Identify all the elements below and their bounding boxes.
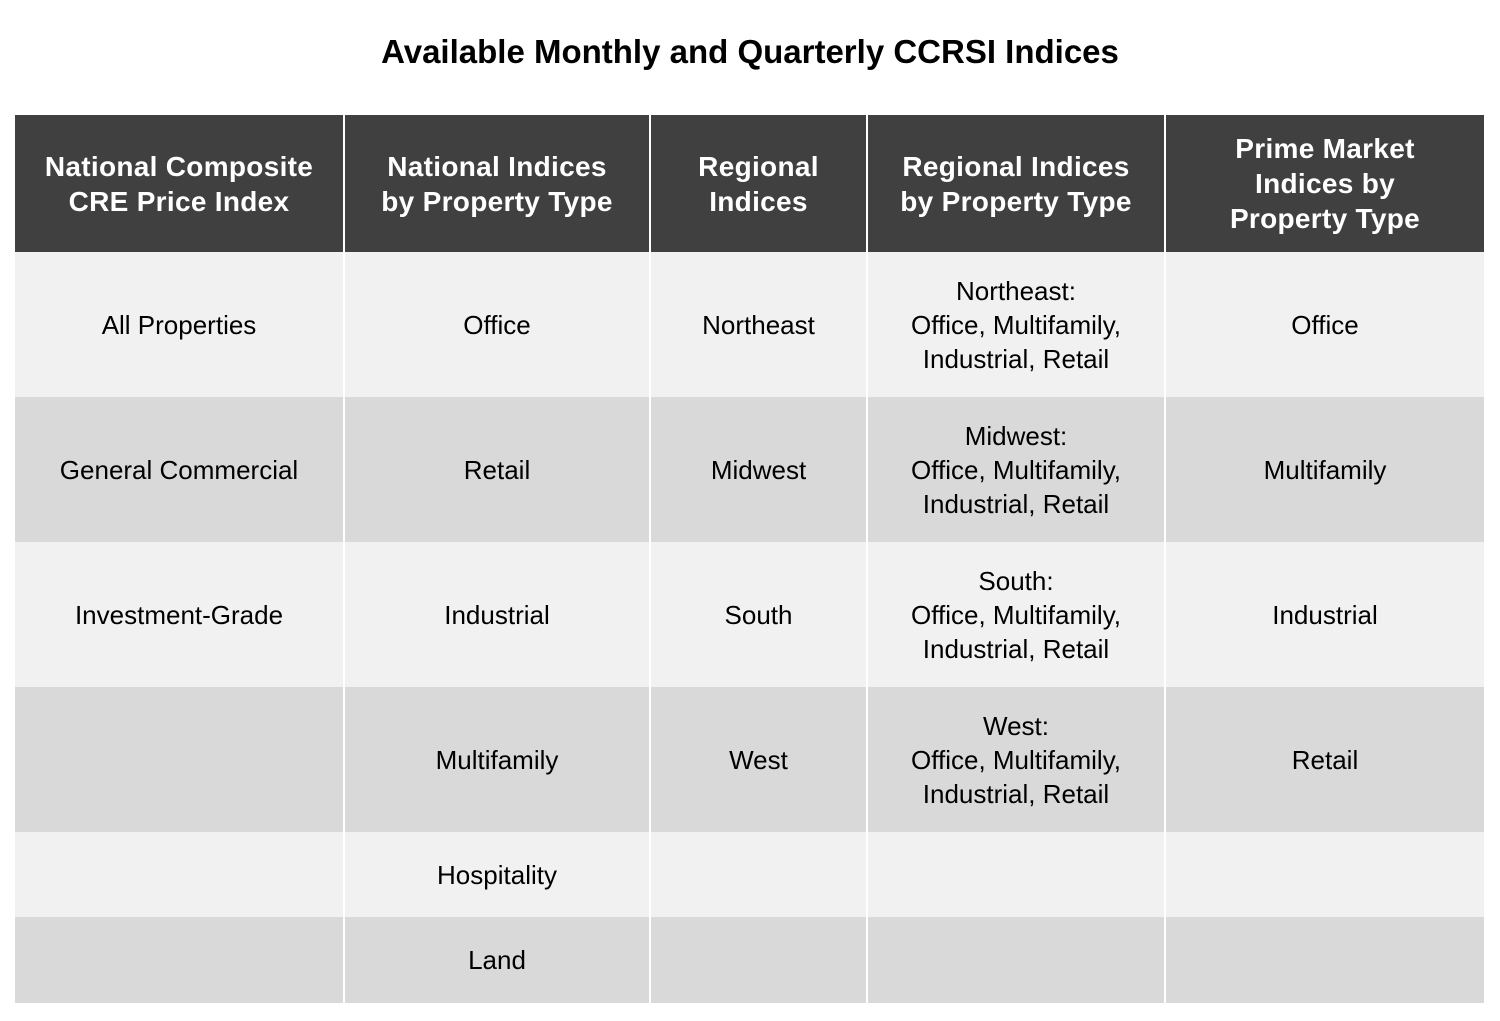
- table-cell: West: Office, Multifamily, Industrial, R…: [866, 687, 1165, 832]
- table-cell: Investment-Grade: [15, 542, 344, 687]
- table-cell: Retail: [1164, 687, 1484, 832]
- table-cell: Office: [1164, 252, 1484, 397]
- table-row: General Commercial Retail Midwest Midwes…: [15, 397, 1484, 542]
- table-row: All Properties Office Northeast Northeas…: [15, 252, 1484, 397]
- table-cell: [649, 832, 867, 917]
- table-cell: [1164, 832, 1484, 917]
- page-title: Available Monthly and Quarterly CCRSI In…: [381, 33, 1119, 70]
- table-cell: Multifamily: [1164, 397, 1484, 542]
- table-cell: [1164, 917, 1484, 1003]
- table-row: Multifamily West West: Office, Multifami…: [15, 687, 1484, 832]
- table-cell: Land: [343, 917, 650, 1003]
- table-row: Land: [15, 917, 1484, 1003]
- table-cell: Multifamily: [343, 687, 650, 832]
- table-cell: Midwest: Office, Multifamily, Industrial…: [866, 397, 1165, 542]
- table-cell: [866, 832, 1165, 917]
- header-regional-by-property-type: Regional Indices by Property Type: [866, 115, 1165, 252]
- table-cell: General Commercial: [15, 397, 344, 542]
- table-cell: [15, 832, 344, 917]
- table-cell: [15, 917, 344, 1003]
- table-cell: Industrial: [1164, 542, 1484, 687]
- table-cell: Retail: [343, 397, 650, 542]
- table-cell: Northeast: [649, 252, 867, 397]
- table-cell: Midwest: [649, 397, 867, 542]
- header-national-by-property-type: National Indices by Property Type: [343, 115, 650, 252]
- table-cell: [866, 917, 1165, 1003]
- table-cell: Office: [343, 252, 650, 397]
- table-row: Hospitality: [15, 832, 1484, 917]
- header-regional-indices: Regional Indices: [649, 115, 867, 252]
- header-national-composite: National Composite CRE Price Index: [15, 115, 344, 252]
- table-cell: [649, 917, 867, 1003]
- table-cell: Northeast: Office, Multifamily, Industri…: [866, 252, 1165, 397]
- table-cell: Hospitality: [343, 832, 650, 917]
- table-cell: South: [649, 542, 867, 687]
- indices-table: National Composite CRE Price Index Natio…: [15, 115, 1484, 1003]
- table-cell: West: [649, 687, 867, 832]
- table-cell: [15, 687, 344, 832]
- table-cell: All Properties: [15, 252, 344, 397]
- table-cell: Industrial: [343, 542, 650, 687]
- table-header-row: National Composite CRE Price Index Natio…: [15, 115, 1484, 252]
- table-cell: South: Office, Multifamily, Industrial, …: [866, 542, 1165, 687]
- header-prime-market-by-property-type: Prime Market Indices by Property Type: [1164, 115, 1484, 252]
- table-row: Investment-Grade Industrial South South:…: [15, 542, 1484, 687]
